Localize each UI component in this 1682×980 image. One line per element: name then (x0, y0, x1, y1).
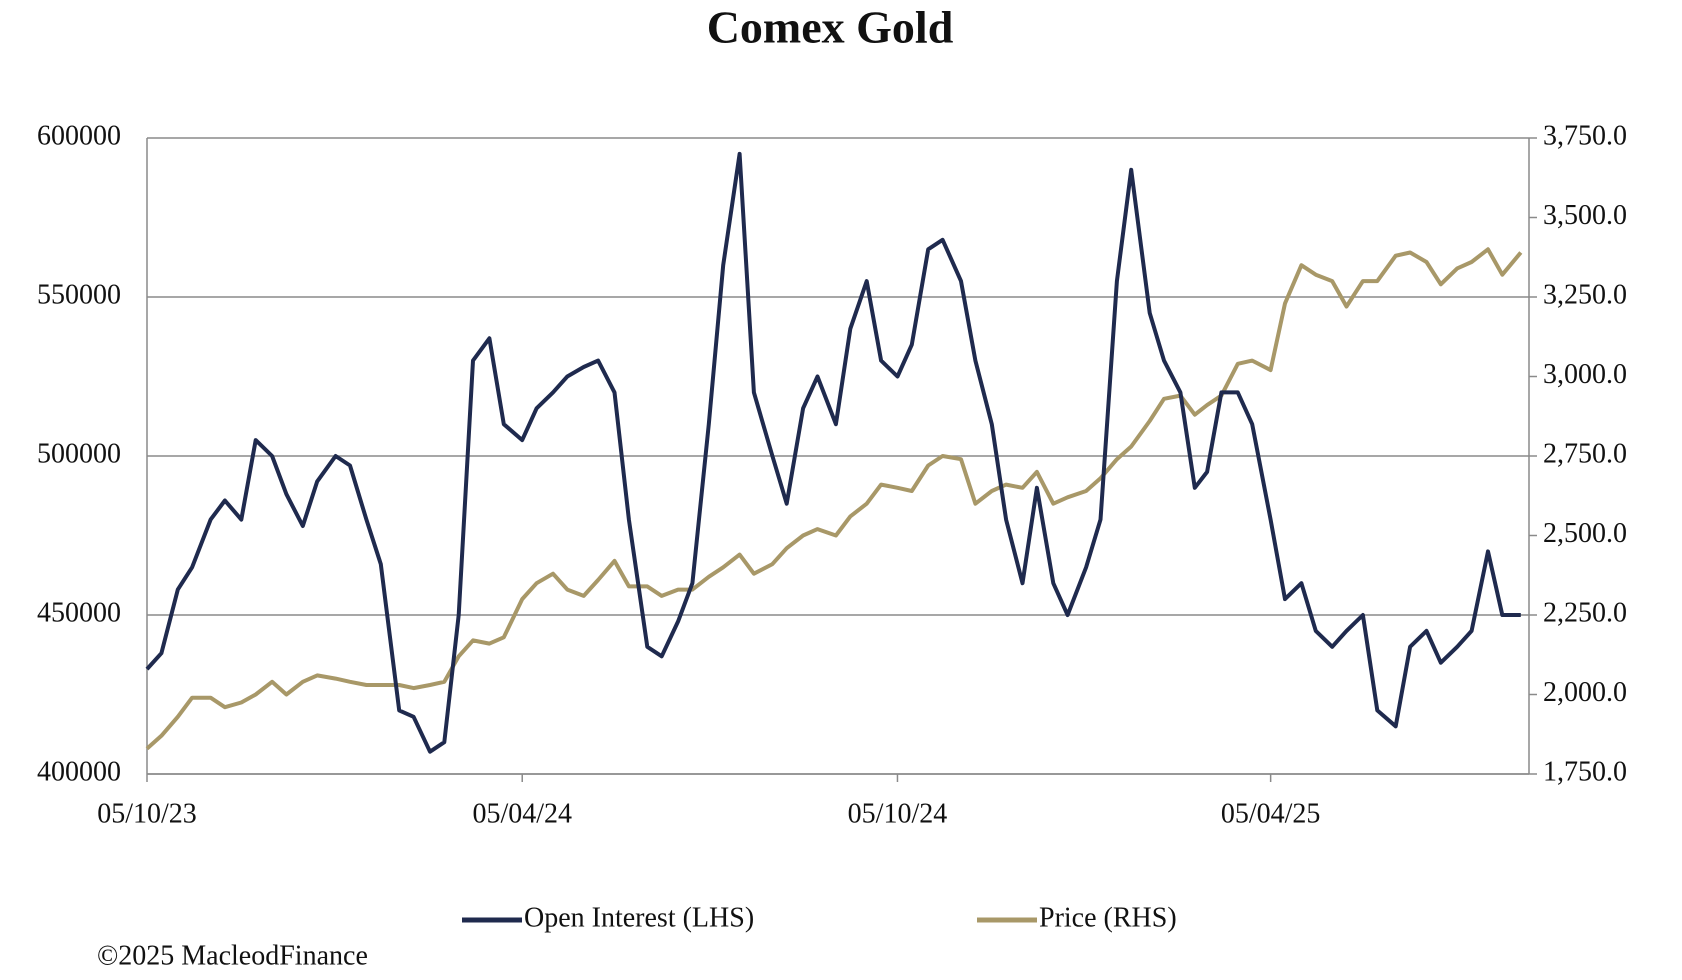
y-tick-label: 600000 (37, 120, 121, 151)
y-tick-label: 550000 (37, 279, 121, 310)
y-tick-label: 500000 (37, 438, 121, 469)
y2-tick-label: 2,750.0 (1543, 438, 1627, 469)
chart-title: Comex Gold (707, 2, 954, 53)
y-tick-label: 450000 (37, 597, 121, 628)
y2-tick-label: 3,000.0 (1543, 359, 1627, 390)
y2-tick-label: 2,250.0 (1543, 597, 1627, 628)
y2-tick-label: 3,250.0 (1543, 279, 1627, 310)
y-tick-label: 400000 (37, 756, 121, 787)
series-line (145, 247, 1523, 751)
footer: ©2025 MacleodFinance (97, 940, 368, 971)
x-tick-label: 05/04/24 (472, 798, 572, 829)
y2-tick-label: 2,000.0 (1543, 677, 1627, 708)
x-tick-label: 05/10/23 (97, 798, 197, 829)
x-tick-label: 05/10/24 (848, 798, 948, 829)
series-line (145, 151, 1521, 754)
legend-label: Open Interest (LHS) (524, 902, 754, 933)
y2-tick-label: 3,750.0 (1543, 120, 1627, 151)
legend-label: Price (RHS) (1039, 902, 1177, 933)
x-tick-label: 05/04/25 (1221, 798, 1321, 829)
y2-tick-label: 2,500.0 (1543, 518, 1627, 549)
y2-tick-label: 3,500.0 (1543, 200, 1627, 231)
y2-tick-label: 1,750.0 (1543, 756, 1627, 787)
